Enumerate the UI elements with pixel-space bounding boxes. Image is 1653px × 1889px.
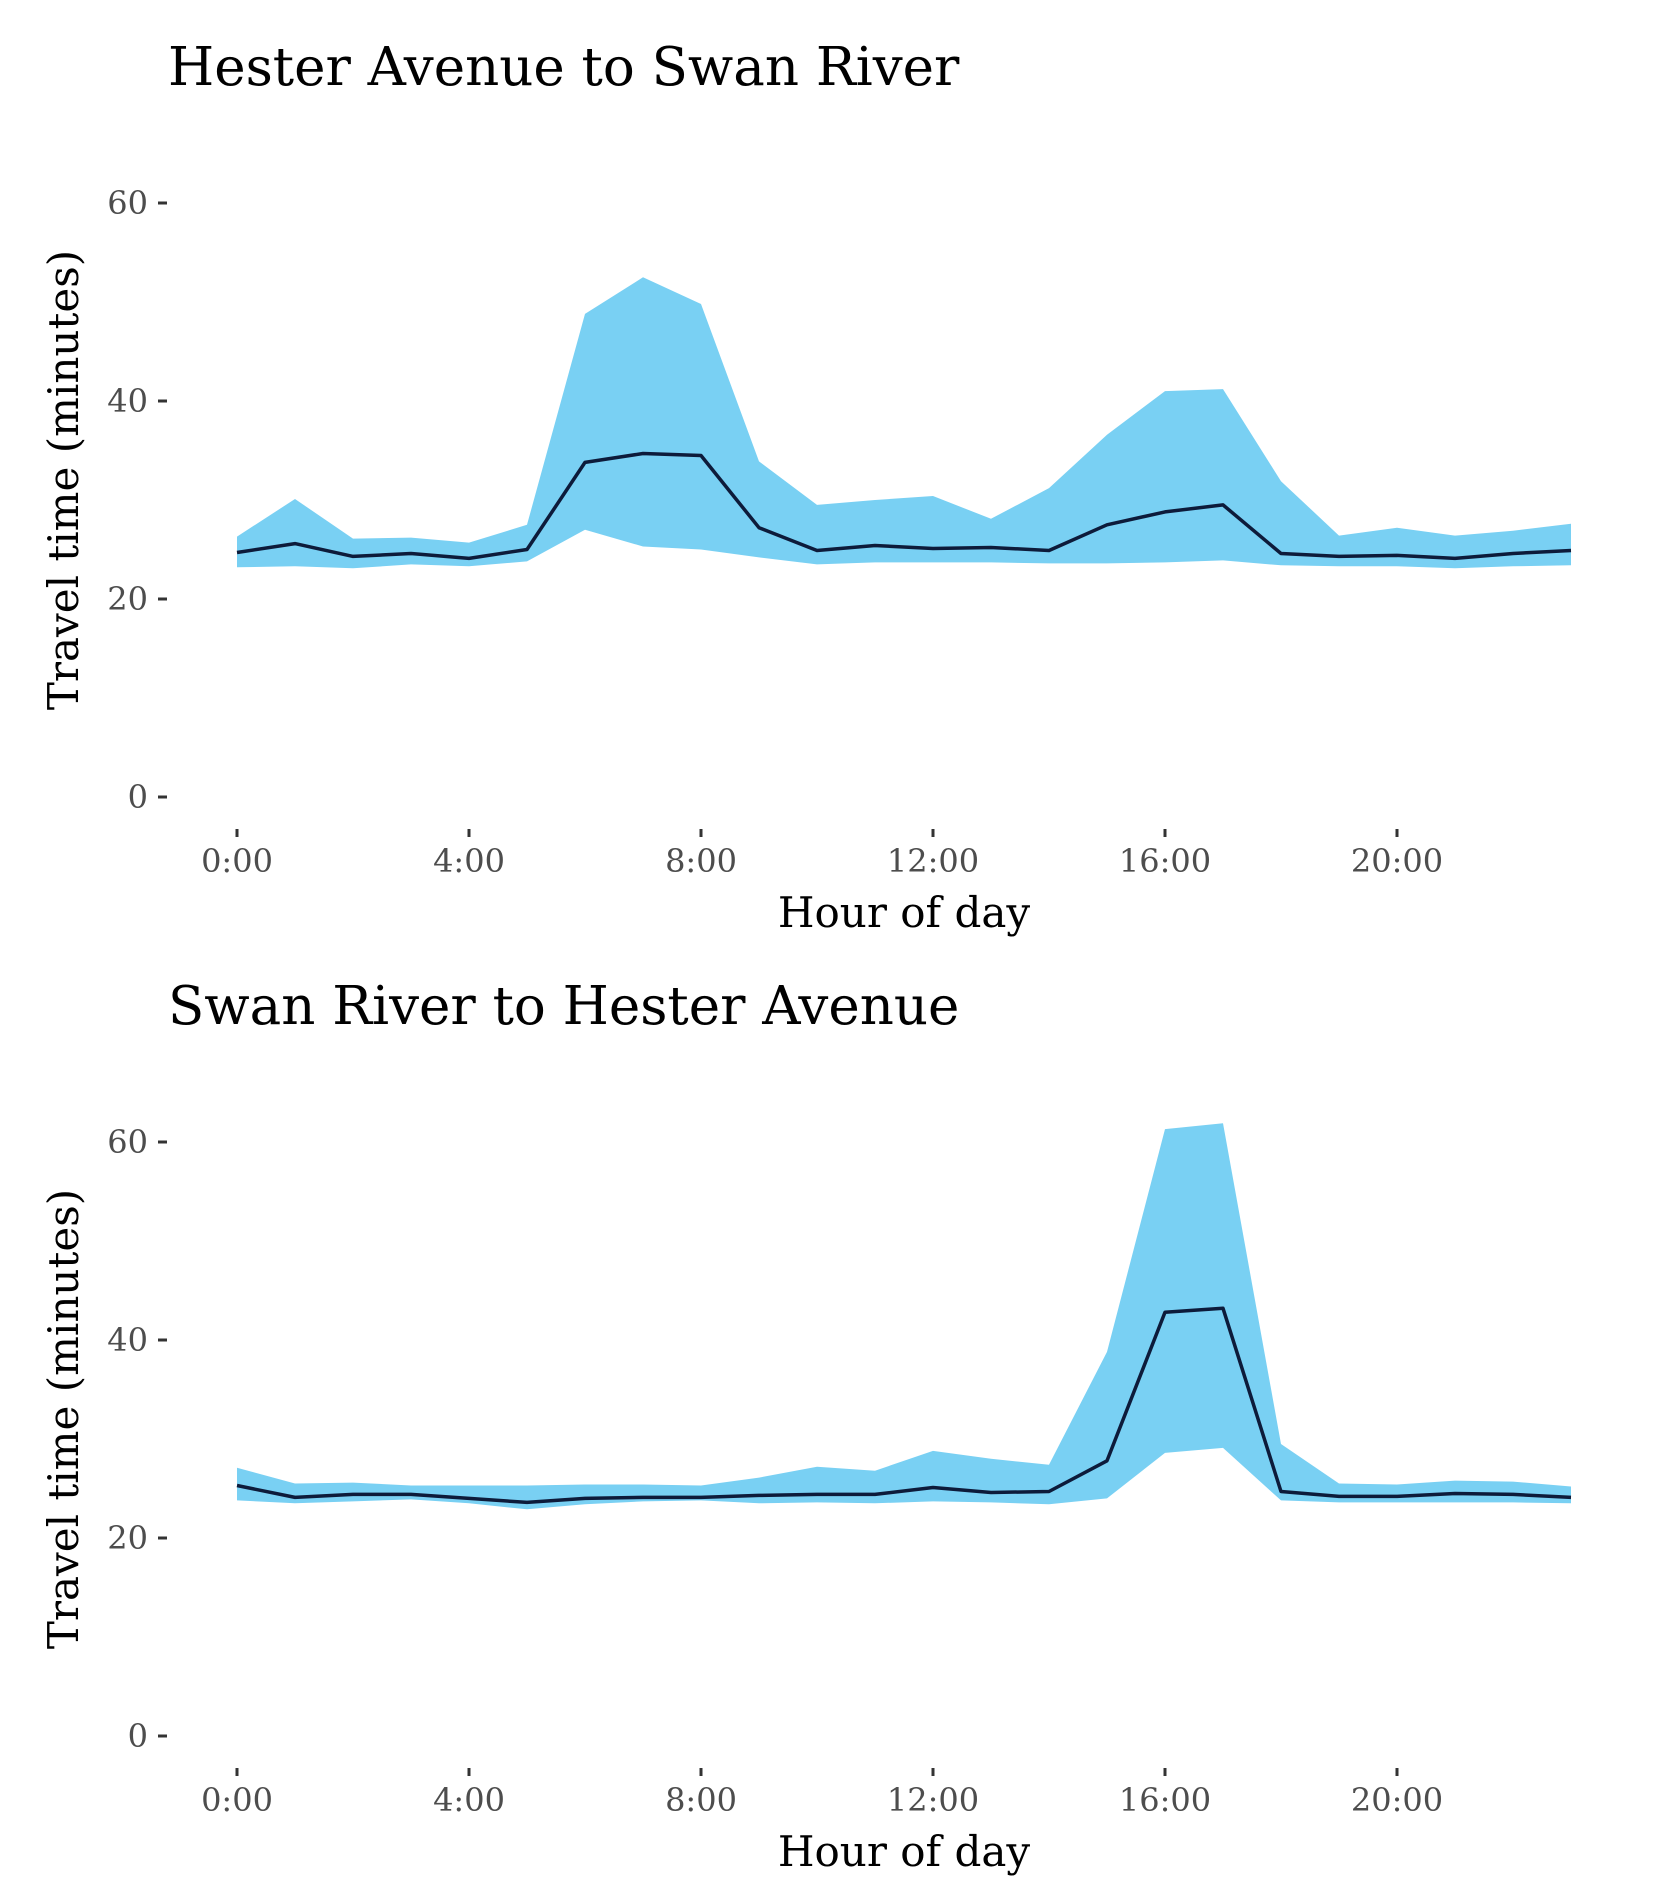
x-tick-label: 16:00 xyxy=(1119,842,1211,880)
plot-area xyxy=(236,1123,1572,1510)
x-axis-title: Hour of day xyxy=(778,1827,1030,1876)
x-tick-label: 0:00 xyxy=(201,842,273,880)
y-tick-label: 40 xyxy=(107,1321,148,1359)
chart-title: Swan River to Hester Avenue xyxy=(168,976,959,1037)
x-tick-label: 20:00 xyxy=(1351,842,1443,880)
x-tick-label: 16:00 xyxy=(1119,1781,1211,1819)
y-tick-label: 40 xyxy=(107,382,148,420)
y-tick-label: 0 xyxy=(128,1717,148,1755)
y-axis: 0 20 40 60 xyxy=(107,1123,167,1755)
x-tick-label: 0:00 xyxy=(201,1781,273,1819)
x-tick-label: 8:00 xyxy=(665,842,737,880)
median-line xyxy=(236,1306,1572,1505)
chart-title: Hester Avenue to Swan River xyxy=(168,37,960,98)
x-axis: 0:00 4:00 8:00 12:00 16:00 20:00 xyxy=(201,829,1443,880)
x-tick-label: 12:00 xyxy=(887,1781,979,1819)
x-tick-label: 8:00 xyxy=(665,1781,737,1819)
y-axis-title: Travel time (minutes) xyxy=(39,1189,88,1649)
y-tick-label: 20 xyxy=(107,580,148,618)
range-band xyxy=(237,277,1571,569)
median-line xyxy=(236,451,1572,561)
x-tick-label: 4:00 xyxy=(433,842,505,880)
y-axis: 0 20 40 60 xyxy=(107,184,167,816)
x-tick-label: 20:00 xyxy=(1351,1781,1443,1819)
y-tick-label: 60 xyxy=(107,1123,148,1161)
y-tick-label: 60 xyxy=(107,184,148,222)
y-tick-label: 20 xyxy=(107,1519,148,1557)
y-tick-label: 0 xyxy=(128,778,148,816)
x-axis: 0:00 4:00 8:00 12:00 16:00 20:00 xyxy=(201,1768,1443,1819)
x-axis-title: Hour of day xyxy=(778,888,1030,937)
y-axis-title: Travel time (minutes) xyxy=(39,250,88,710)
x-tick-label: 4:00 xyxy=(433,1781,505,1819)
plot-area xyxy=(236,277,1572,569)
range-band xyxy=(237,1123,1571,1510)
chart-panel-hester-to-swan: Hester Avenue to Swan River 0:00 4:00 8:00… xyxy=(39,37,1572,937)
chart-panel-swan-to-hester: Swan River to Hester Avenue 0:00 4:00 8:00… xyxy=(39,976,1572,1876)
x-tick-label: 12:00 xyxy=(887,842,979,880)
